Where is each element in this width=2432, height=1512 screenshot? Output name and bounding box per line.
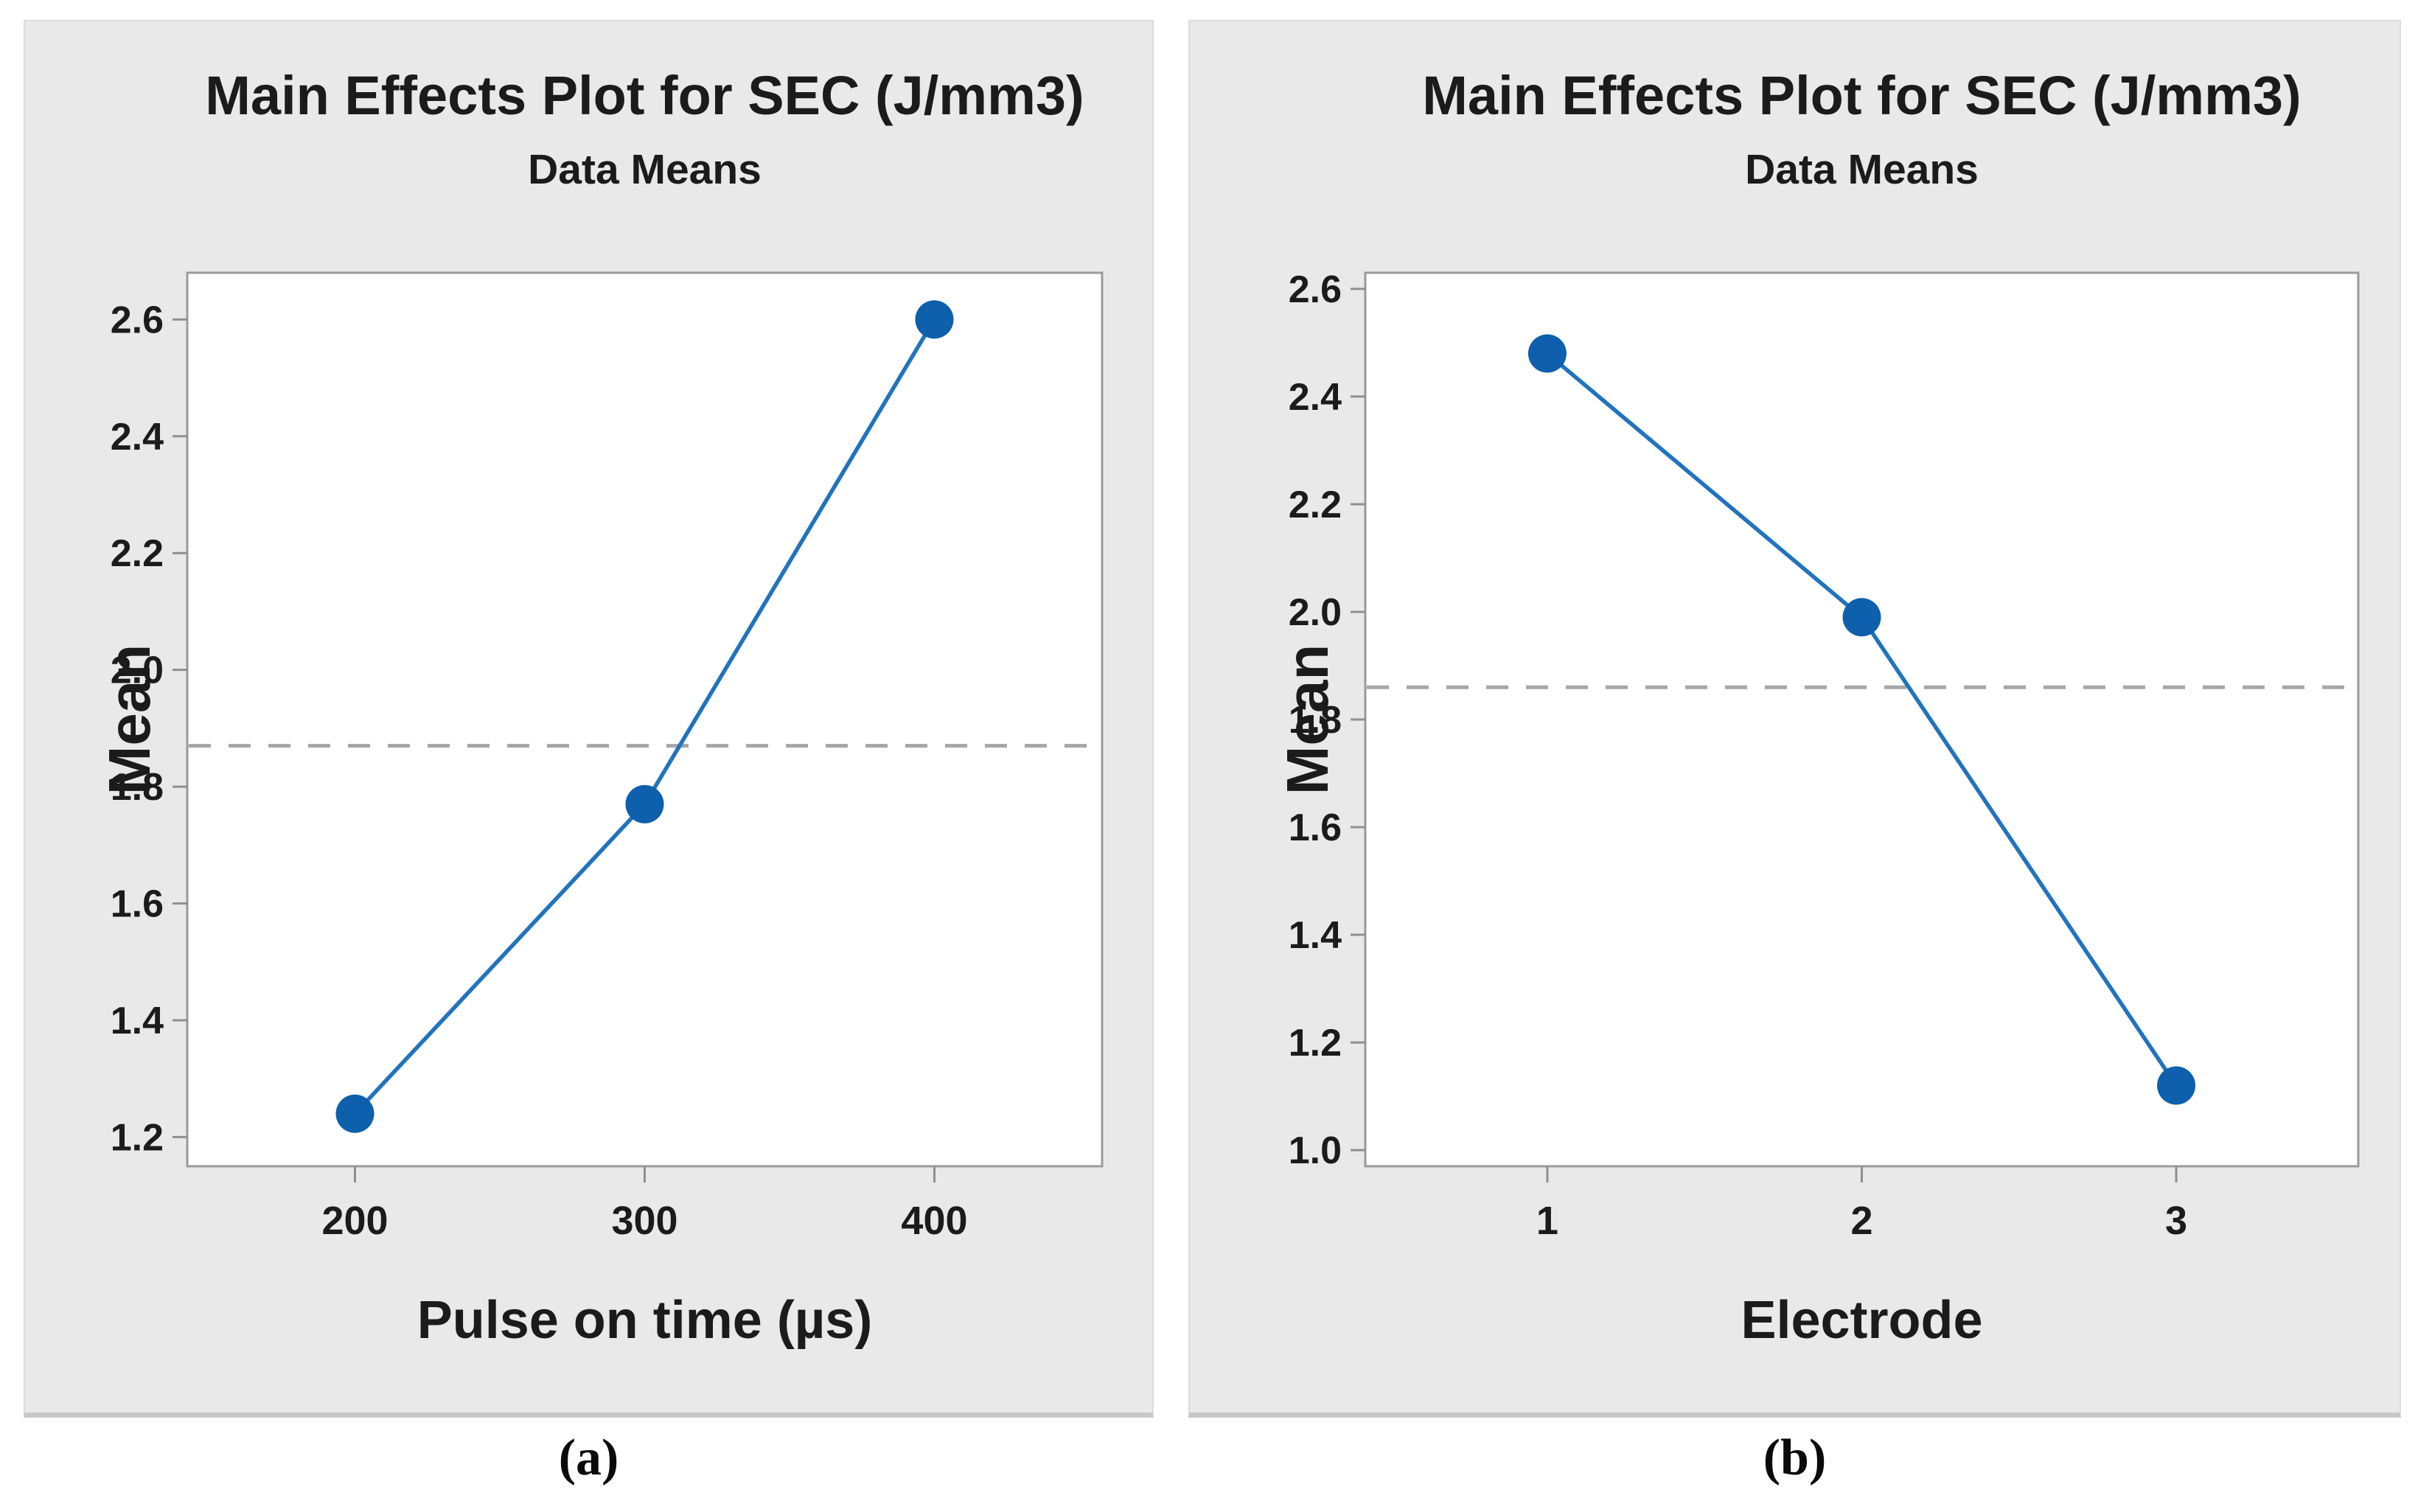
plot-frame — [1364, 271, 2360, 1168]
x-tick-label: 3 — [2165, 1199, 2187, 1243]
y-tick-label: 2.0 — [111, 649, 164, 692]
chart-a-x-axis-label: Pulse on time (µs) — [417, 1291, 873, 1350]
y-tick-label: 2.4 — [1289, 376, 1342, 419]
chart-a-subtitle: Data Means — [528, 146, 762, 193]
x-tick-label: 2 — [1850, 1199, 1872, 1243]
subfigure-label-a: (a) — [558, 1429, 619, 1486]
chart-b-subtitle: Data Means — [1745, 146, 1979, 193]
x-tick-label: 400 — [901, 1199, 967, 1243]
y-tick-label: 1.2 — [111, 1116, 164, 1159]
y-tick-label: 2.4 — [111, 416, 164, 459]
y-tick-label: 2.0 — [1289, 591, 1342, 634]
chart-a-plot-area: 2.6 2.4 2.2 2.0 1.8 1.6 1.4 1.2 200 300 400 — [111, 271, 1104, 1243]
y-tick-label: 1.6 — [111, 883, 164, 926]
data-point-marker — [625, 784, 664, 823]
data-point-marker — [335, 1094, 374, 1133]
y-tick-label: 1.8 — [1289, 699, 1342, 742]
plot-frame — [186, 271, 1104, 1168]
chart-a-title: Main Effects Plot for SEC (J/mm3) — [205, 65, 1084, 126]
subfigure-label-b: (b) — [1763, 1429, 1827, 1486]
chart-b-x-axis-label: Electrode — [1741, 1291, 1983, 1350]
panel-a-main-effects-pulse-on-time: Main Effects Plot for SEC (J/mm3) Data M… — [24, 20, 1154, 1418]
y-tick-label: 1.4 — [111, 1000, 164, 1042]
y-tick-label: 1.6 — [1289, 806, 1342, 849]
y-tick-label: 1.2 — [1289, 1022, 1342, 1065]
y-tick-label: 1.8 — [111, 766, 164, 809]
chart-b-title: Main Effects Plot for SEC (J/mm3) — [1422, 65, 2302, 126]
y-tick-label: 2.6 — [1289, 268, 1342, 311]
panel-b-main-effects-electrode: Main Effects Plot for SEC (J/mm3) Data M… — [1188, 20, 2401, 1418]
data-point-marker — [915, 300, 954, 339]
y-tick-label: 1.0 — [1289, 1129, 1342, 1172]
chart-b-plot-area: 2.6 2.4 2.2 2.0 1.8 1.6 1.4 1.2 1.0 1 2 3 — [1289, 268, 2360, 1243]
y-tick-label: 2.2 — [111, 532, 164, 575]
y-tick-label: 2.6 — [111, 299, 164, 341]
x-tick-label: 300 — [611, 1199, 677, 1243]
x-tick-label: 200 — [321, 1199, 388, 1243]
x-tick-label: 1 — [1536, 1199, 1558, 1243]
data-point-marker — [1527, 334, 1567, 373]
data-point-marker — [1842, 598, 1881, 637]
data-point-marker — [2157, 1066, 2196, 1105]
y-tick-label: 2.2 — [1289, 484, 1342, 526]
y-tick-label: 1.4 — [1289, 914, 1342, 957]
